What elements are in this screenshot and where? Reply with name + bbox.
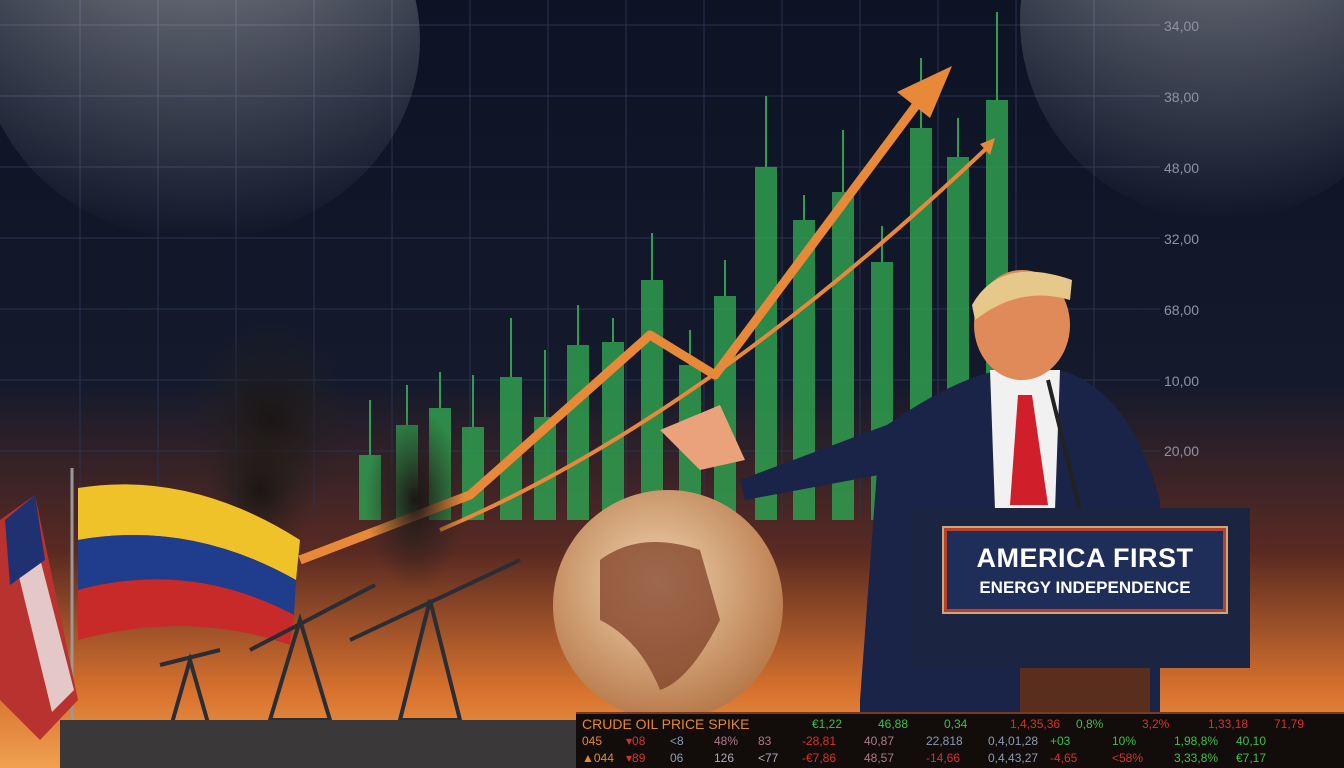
candlestick [793,195,815,520]
ticker-item: 83 [758,734,772,748]
ticker-row: 045 ▾08 <8 48% 83 -28,81 40,87 22,818 0,4,01,28 +… [582,733,1344,750]
ticker-row: ▲044 ▾89 06 126 <77 -€7,86 48,57 -14,66 0,4,43,2… [582,750,1344,767]
ticker-item: 46,88 [878,717,909,731]
ticker-item: 48% [714,734,739,748]
ticker-item: 045 [582,734,603,748]
oil-pumpjacks [60,558,580,768]
ticker-item: +03 [1050,734,1071,748]
axis-label: 10,00 [1164,373,1200,389]
candlestick [832,130,854,520]
trend-arrow-thin [439,143,992,532]
ticker-item: 126 [714,751,735,765]
candlestick [534,350,556,520]
ticker-item: €7,17 [1236,751,1267,765]
ticker-item: <8 [670,734,684,748]
axis-label: 48,00 [1164,160,1200,176]
ticker-item: 40,87 [864,734,895,748]
candlestick [714,260,736,520]
sign-line-1: AMERICA FIRST [976,542,1194,573]
ticker-item: <77 [758,751,779,765]
ticker-item: 10% [1112,734,1137,748]
ticker-item: 40,10 [1236,734,1267,748]
axis-label: 20,00 [1164,443,1200,459]
ticker-item: 0,34 [944,717,968,731]
ticker-item: CRUDE OIL PRICE SPIKE [582,716,750,732]
ticker-item: 3,2% [1142,717,1170,731]
ticker-item: 48,57 [864,751,895,765]
ticker-row: CRUDE OIL PRICE SPIKE €1,22 46,88 0,34 1,4,3… [582,716,1344,733]
microphone [1046,379,1082,511]
ticker-item: -28,81 [802,734,837,748]
ticker-item: 1,98,8% [1174,734,1219,748]
candlestick [755,96,777,520]
ticker-item: 0,8% [1076,717,1104,731]
candlestick [500,318,522,520]
ticker-item: ▾89 [626,751,646,765]
podium-sign: AMERICA FIRST ENERGY INDEPENDENCE [942,526,1228,614]
ticker-item: -14,66 [926,751,961,765]
ticker-item: -€7,86 [802,751,837,765]
venezuela-flag [78,484,300,645]
axis-label: 34,00 [1164,18,1200,34]
ticker-item: 0,4,43,27 [988,751,1039,765]
ticker-item: ▾08 [626,734,646,748]
ticker-item: 3,33,8% [1174,751,1219,765]
spotlight-right [1020,0,1344,220]
spotlight-left [0,0,420,240]
ticker-item: 71,79 [1274,717,1305,731]
ticker-item: 22,818 [926,734,963,748]
ticker-item: ▲044 [582,751,614,765]
ticker-item: 06 [670,751,684,765]
axis-label: 32,00 [1164,231,1200,247]
globe-continents [600,542,720,690]
axis-label: 68,00 [1164,302,1200,318]
sign-line-2: ENERGY INDEPENDENCE [979,577,1191,597]
arrowhead-thin [980,138,995,155]
ticker-item: <58% [1112,751,1144,765]
us-flag [0,495,78,740]
ticker-item: 1,33,18 [1208,717,1249,731]
ticker-item: €1,22 [812,717,843,731]
ticker-item: -4,65 [1050,751,1078,765]
candlestick [602,318,624,520]
ticker-item: 1,4,35,36 [1010,717,1061,731]
axis-label: 38,00 [1164,89,1200,105]
stock-ticker: CRUDE OIL PRICE SPIKE €1,22 46,88 0,34 1,4,3… [576,712,1344,768]
arrowhead-main [897,66,952,118]
ticker-item: 0,4,01,28 [988,734,1039,748]
